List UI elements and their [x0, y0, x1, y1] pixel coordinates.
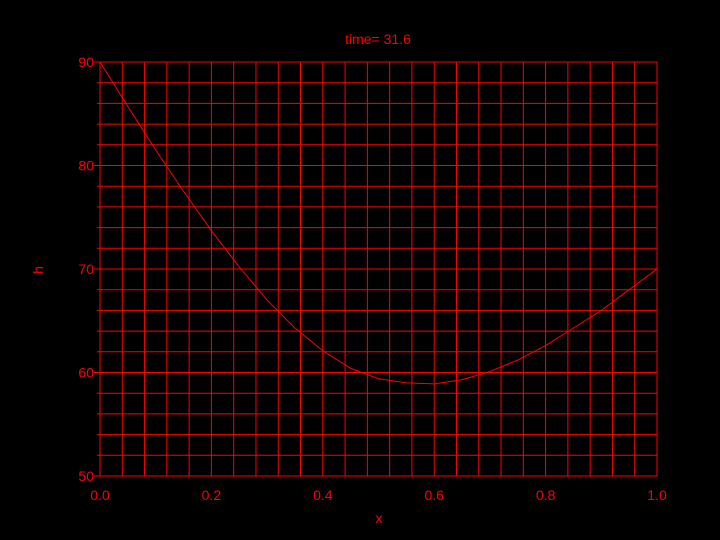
x-tick-label: 0.6 — [424, 487, 444, 503]
series-group — [99, 61, 658, 385]
grid-lines — [100, 62, 657, 476]
y-tick-label: 50 — [78, 468, 94, 484]
x-tick-label: 0.0 — [90, 487, 110, 503]
y-tick-label: 90 — [78, 54, 94, 70]
x-tick-label: 1.0 — [647, 487, 667, 503]
series-line — [99, 61, 658, 385]
chart-title: time= 31.6 — [345, 31, 411, 47]
y-tick-label: 80 — [78, 158, 94, 174]
x-tick-label: 0.2 — [202, 487, 222, 503]
y-tick-label: 60 — [78, 365, 94, 381]
x-tick-label: 0.8 — [536, 487, 556, 503]
x-tick-label: 0.4 — [313, 487, 333, 503]
x-axis-label: x — [376, 510, 383, 526]
y-axis-label: h — [30, 266, 46, 274]
y-tick-label: 70 — [78, 261, 94, 277]
axis-ticks: 0.0 0.2 0.4 0.6 0.8 1.0 50 60 70 80 90 — [78, 54, 667, 503]
